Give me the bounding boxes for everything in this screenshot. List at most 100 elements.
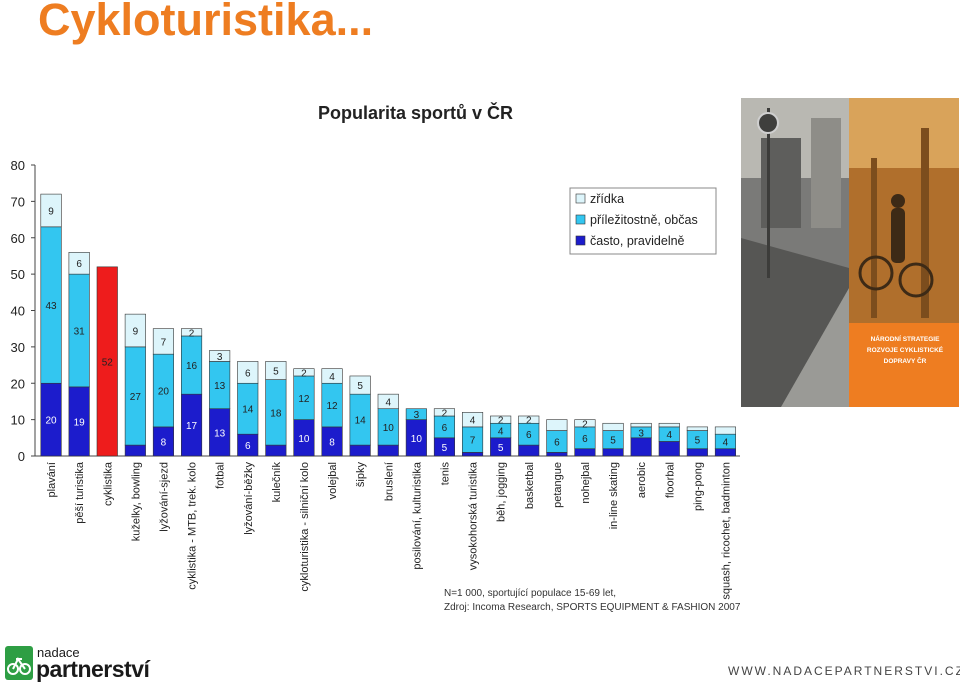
x-tick-label: tenis: [439, 462, 451, 486]
bar-often: [518, 444, 540, 457]
bar-often: [602, 448, 624, 457]
data-label: 31: [74, 327, 86, 338]
bar-rare: [40, 193, 62, 228]
bar-often: [630, 437, 652, 457]
y-tick-label: 60: [11, 231, 25, 246]
x-tick-label: ping-pong: [692, 462, 704, 511]
x-tick-label: cyklistika - MTB, trek. kolo: [187, 462, 199, 590]
data-label: 16: [186, 361, 198, 372]
bar-often: [574, 448, 596, 457]
data-label: 20: [158, 387, 170, 398]
bar-rare: [237, 361, 259, 384]
bar-often: [714, 448, 737, 457]
x-tick-label: kuželky, bowling: [130, 462, 142, 541]
data-label: 10: [298, 434, 310, 445]
logo-text-main: partnerství: [36, 656, 150, 682]
photo-caption-line-2: ROZVOJE CYKLISTICKÉ: [867, 345, 944, 354]
bar-rare: [630, 422, 652, 428]
x-tick-label: aerobic: [636, 462, 648, 499]
data-label: 20: [45, 416, 57, 427]
bar-rare: [658, 422, 680, 428]
bar-rare: [714, 426, 737, 435]
data-label: 5: [695, 436, 701, 447]
bar-often: [461, 452, 484, 457]
bar-rare: [546, 419, 568, 431]
y-tick-label: 40: [11, 304, 25, 319]
bar-rare: [433, 408, 456, 417]
legend-swatch: [575, 214, 586, 225]
data-label: 9: [48, 206, 54, 217]
bar-occasional: [96, 266, 118, 457]
bar-rare: [181, 328, 203, 337]
bar-rare: [490, 415, 512, 424]
data-label: 6: [245, 441, 251, 452]
data-label: 10: [383, 423, 395, 434]
bar-often: [546, 452, 568, 457]
photo-caption-line-3: DOPRAVY ČR: [884, 356, 927, 365]
x-axis-labels: plavání pěší turistika cyklistika kuželky, …: [46, 461, 732, 599]
strategy-cover-photo: NÁRODNÍ STRATEGIE ROZVOJE CYKLISTICKÉ DO…: [741, 98, 959, 407]
bar-rare: [321, 368, 343, 384]
x-tick-label: vysokohorská turistika: [468, 461, 480, 570]
data-label: 17: [186, 421, 198, 432]
data-label: 2: [582, 419, 588, 430]
x-tick-label: šipky: [355, 462, 367, 488]
note-line-source: Zdroj: Incoma Research, SPORTS EQUIPMENT…: [444, 602, 741, 613]
data-label: 4: [666, 430, 672, 441]
legend: zřídka příležitostně, občas často, pravide…: [569, 187, 717, 255]
bar-often: [686, 448, 708, 457]
y-tick-label: 80: [11, 158, 25, 173]
data-label: 6: [526, 430, 532, 441]
bar-often: [349, 444, 371, 457]
data-label: 6: [76, 259, 82, 270]
data-label: 3: [217, 352, 223, 363]
x-tick-label: lyžování-běžky: [243, 462, 255, 535]
slide-title: Cykloturistika...: [38, 0, 374, 45]
data-label: 6: [245, 368, 251, 379]
data-label: 2: [301, 368, 307, 379]
data-label: 6: [442, 423, 448, 434]
data-label: 4: [470, 416, 476, 427]
x-tick-label: plavání: [46, 462, 58, 497]
data-label: 3: [414, 410, 420, 421]
data-label: 4: [385, 397, 391, 408]
y-tick-label: 70: [11, 194, 25, 209]
data-label: 2: [526, 416, 532, 427]
data-label: 8: [329, 437, 335, 448]
x-tick-label: nohejbal: [580, 462, 592, 504]
x-tick-label: volejbal: [327, 462, 339, 499]
data-label: 2: [442, 408, 448, 419]
data-label: 13: [214, 381, 226, 392]
chart-title: Popularita sportů v ČR: [318, 103, 514, 123]
data-label: 3: [638, 428, 644, 439]
data-label: 4: [723, 437, 729, 448]
data-label: 9: [133, 327, 139, 338]
data-label: 14: [242, 405, 254, 416]
x-tick-label: bruslení: [383, 462, 395, 501]
data-label: 12: [326, 401, 338, 412]
bar-occasional: [405, 408, 427, 420]
x-tick-label: basketbal: [524, 462, 536, 509]
data-label: 2: [498, 416, 504, 427]
data-label: 6: [582, 434, 588, 445]
y-tick-label: 50: [11, 267, 25, 282]
data-label: 10: [411, 434, 423, 445]
bar-rare: [461, 412, 484, 428]
photo-caption-line-1: NÁRODNÍ STRATEGIE: [871, 334, 941, 343]
x-tick-label: fotbal: [215, 462, 227, 489]
y-tick-label: 30: [11, 340, 25, 355]
legend-label: často, pravidelně: [590, 234, 685, 248]
logo-icon: [5, 646, 33, 680]
x-tick-label: kulečník: [271, 462, 283, 503]
data-label: 14: [355, 416, 367, 427]
chart-note: N=1 000, sportující populace 15-69 let, …: [444, 587, 740, 615]
x-tick-label: cykloturistika - silniční kolo: [299, 462, 311, 592]
legend-label: příležitostně, občas: [590, 213, 698, 227]
data-label: 8: [161, 437, 167, 448]
bar-rare: [377, 393, 399, 410]
data-label: 13: [214, 428, 226, 439]
data-label: 7: [161, 337, 167, 348]
bar-often: [377, 444, 399, 457]
x-tick-label: běh, jogging: [496, 462, 508, 522]
